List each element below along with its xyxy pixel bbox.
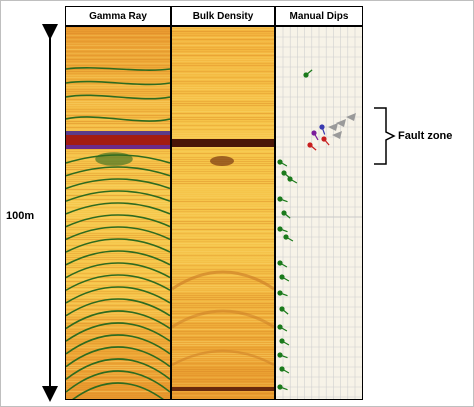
sinusoid-trace [72, 382, 164, 399]
dip-marker [283, 234, 294, 242]
dip-marker [319, 124, 326, 135]
purple-band [66, 131, 170, 135]
gamma-ray-image [66, 27, 170, 399]
sinusoid-trace [66, 262, 170, 279]
bulk-density-track [171, 26, 275, 400]
dip-marker [303, 69, 313, 78]
sinusoid-trace [66, 116, 170, 122]
gamma-ray-track [65, 26, 171, 400]
dip-marker [277, 196, 288, 203]
sinusoid-trace [66, 322, 170, 342]
depth-scale-arrow [42, 24, 58, 402]
dip-marker [279, 366, 290, 374]
fault-zone-bracket [374, 107, 396, 165]
scale-label: 100m [6, 210, 35, 222]
bulk-density-image [172, 27, 274, 399]
dip-marker [307, 142, 317, 151]
fault-zone-label: Fault zone [398, 130, 453, 142]
sinusoid-trace [66, 310, 170, 330]
sinusoid-trace [66, 238, 170, 253]
dip-marker [281, 210, 291, 219]
dip-marker [277, 384, 288, 391]
dip-marker [279, 338, 290, 346]
header-gamma-ray: Gamma Ray [65, 6, 171, 26]
sinusoid-trace [66, 80, 170, 86]
red-band [66, 135, 170, 145]
dip-marker [277, 352, 288, 359]
dip-marker [279, 274, 290, 282]
sinusoid-trace [66, 286, 170, 304]
manual-dips-plot [276, 27, 362, 399]
header-manual-dips: Manual Dips [275, 6, 363, 26]
sinusoid-trace [66, 190, 170, 202]
dip-marker [311, 130, 319, 141]
manual-dips-track [275, 26, 363, 400]
dip-marker [277, 260, 288, 268]
fault-marker [336, 119, 346, 127]
dip-marker [277, 290, 288, 297]
sinusoid-trace [66, 358, 170, 380]
sinusoid-trace [66, 298, 170, 317]
dip-marker [277, 324, 288, 332]
sinusoid-trace [66, 178, 170, 190]
dip-marker [277, 226, 288, 233]
fault-marker [346, 113, 356, 121]
sinusoid-trace [66, 67, 170, 71]
sinusoid-trace [66, 334, 170, 355]
header-bulk-density: Bulk Density [171, 6, 275, 26]
sinusoid-trace [66, 202, 170, 215]
sinusoid-trace [66, 346, 170, 368]
sinusoid-trace [66, 370, 170, 393]
dip-marker [287, 176, 298, 184]
dip-marker [321, 136, 330, 146]
sinusoid-trace [66, 250, 170, 266]
sinusoid-trace [66, 166, 170, 177]
sinusoid-trace [66, 214, 170, 228]
purple-band-lower [66, 145, 170, 149]
dip-marker [277, 159, 288, 167]
sinusoid-trace [66, 274, 170, 291]
dark-band [172, 139, 274, 147]
sinusoid-trace [66, 94, 170, 100]
fault-marker [332, 131, 342, 139]
sinusoid-trace [66, 226, 170, 241]
dip-marker [279, 306, 289, 315]
fault-marker [328, 123, 338, 131]
